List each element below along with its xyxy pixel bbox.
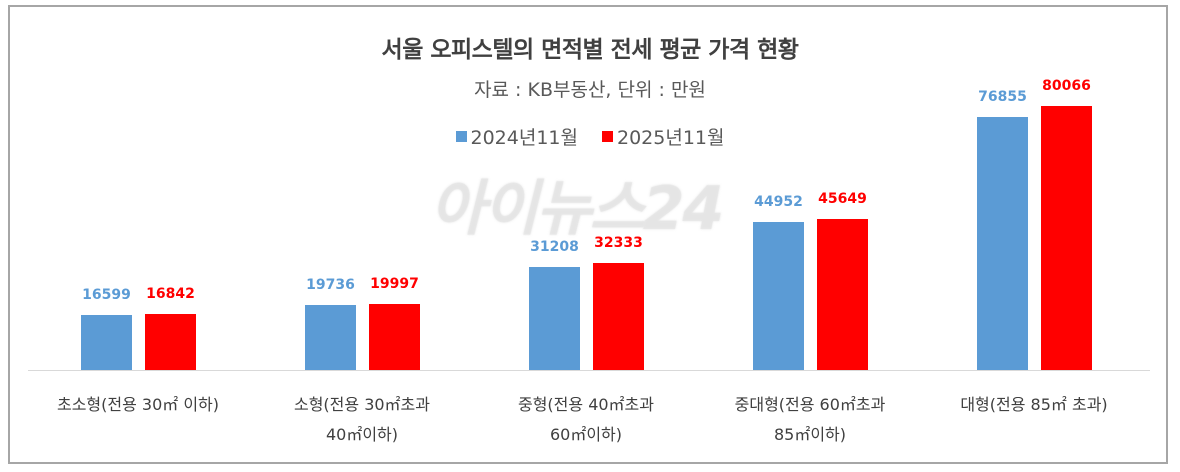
- bar: [817, 219, 868, 370]
- data-label: 44952: [754, 194, 803, 210]
- category-label: 소형(전용 30㎡초과 40㎡이하): [293, 395, 430, 444]
- bar: [305, 305, 356, 370]
- legend-item-2025: 2025년11월: [602, 123, 725, 150]
- legend-swatch-2025: [602, 131, 613, 142]
- bar: [753, 222, 804, 370]
- data-label: 45649: [818, 191, 867, 207]
- category-label: 대형(전용 85㎡ 초과): [960, 395, 1108, 414]
- data-label: 80066: [1042, 78, 1091, 94]
- chart-subtitle: 자료 : KB부동산, 단위 : 만원: [474, 79, 706, 101]
- data-label: 31208: [530, 239, 579, 255]
- legend-item-2024: 2024년11월: [455, 123, 579, 150]
- bar: [81, 315, 132, 370]
- data-label: 16599: [82, 287, 131, 303]
- data-label: 16842: [146, 286, 195, 302]
- legend-label-2025: 2025년11월: [617, 127, 725, 149]
- bar: [593, 263, 644, 370]
- category-label: 중형(전용 40㎡초과 60㎡이하): [517, 395, 654, 444]
- chart-frame: [8, 5, 1168, 464]
- data-label: 19736: [306, 277, 355, 293]
- bar: [977, 117, 1028, 370]
- bar: [369, 304, 420, 370]
- legend: 2024년11월 2025년11월: [0, 123, 1180, 150]
- category-label: 초소형(전용 30㎡ 이하): [56, 395, 220, 414]
- data-label: 32333: [594, 235, 643, 251]
- x-axis-line: [28, 370, 1150, 371]
- bar: [145, 314, 196, 370]
- chart-title: 서울 오피스텔의 면적별 전세 평균 가격 현황: [381, 37, 799, 63]
- bar: [1041, 106, 1092, 370]
- bar: [529, 267, 580, 370]
- category-label: 중대형(전용 60㎡초과 85㎡이하): [734, 395, 886, 444]
- legend-label-2024: 2024년11월: [470, 127, 579, 149]
- data-label: 76855: [978, 89, 1027, 105]
- watermark: 아이뉴스24: [430, 174, 724, 244]
- data-label: 19997: [370, 276, 419, 292]
- legend-swatch-2024: [455, 131, 467, 142]
